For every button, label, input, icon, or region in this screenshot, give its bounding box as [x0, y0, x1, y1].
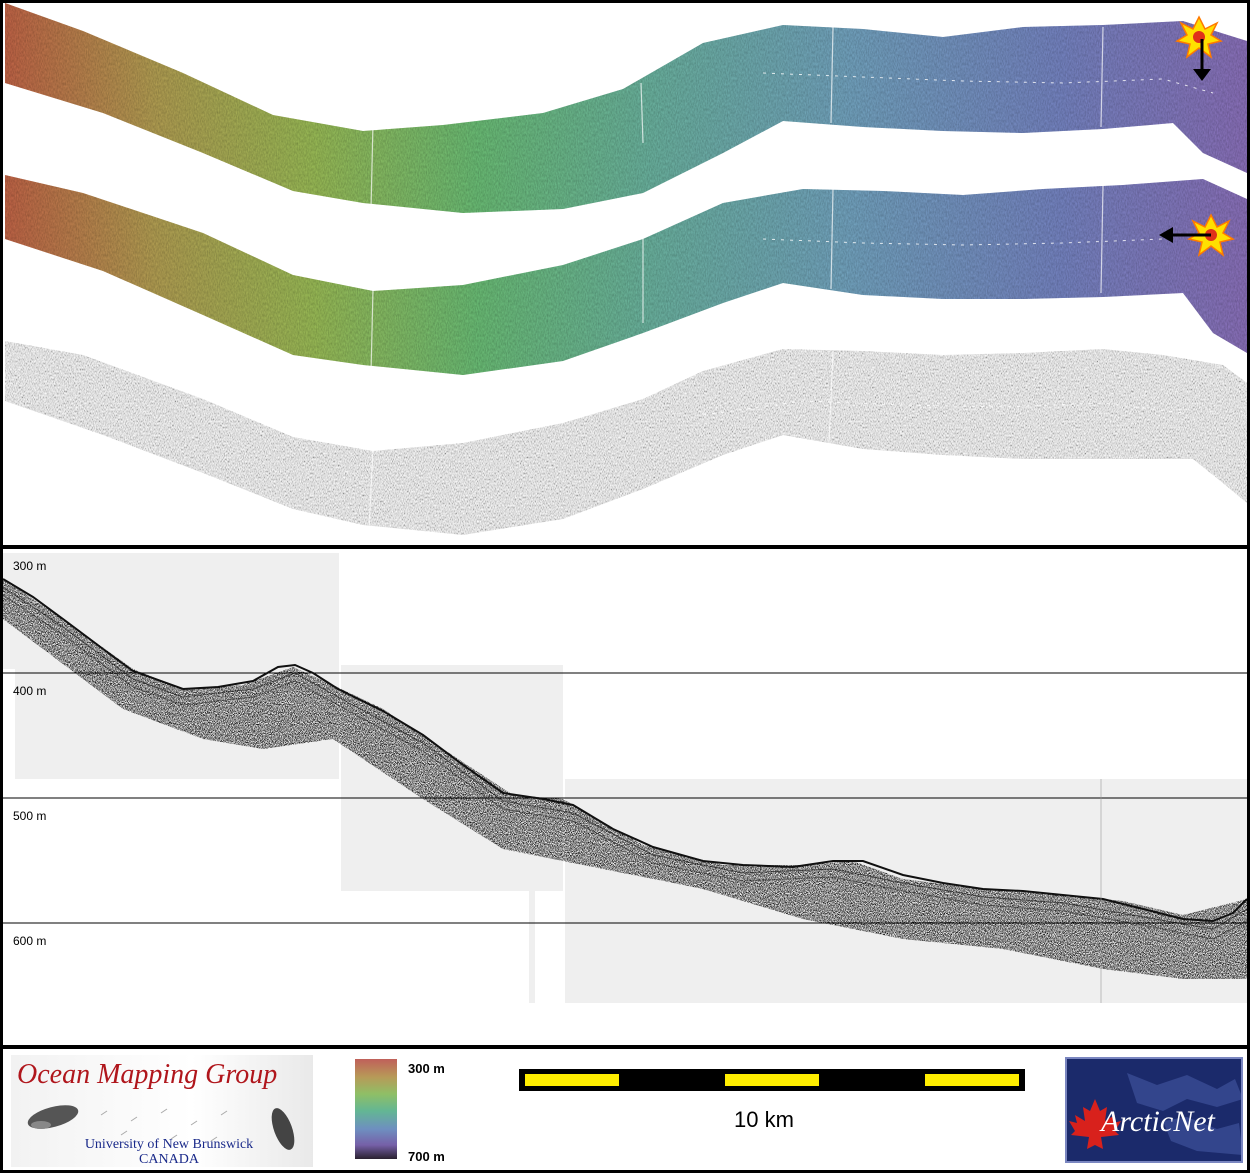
maple-leaf-icon: [1069, 1073, 1241, 1155]
swath-bathymetry-2: [5, 175, 1247, 375]
depth-colorbar: [355, 1059, 397, 1159]
swath-backscatter: [5, 341, 1247, 535]
legend-panel: Ocean Mapping Group University of New Br…: [0, 1046, 1250, 1173]
depth-label-500: 500 m: [13, 809, 47, 823]
swath-maps-svg: [5, 3, 1247, 535]
arcticnet-logo: ArcticNet: [1065, 1057, 1243, 1163]
ocean-mapping-university: University of New Brunswick: [84, 1137, 254, 1152]
arcticnet-logo-text: ArcticNet: [1101, 1105, 1215, 1138]
profile-subsurface: [3, 579, 1247, 979]
colorbar-bottom-label: 700 m: [408, 1149, 445, 1164]
scale-bar-segment: [725, 1074, 819, 1086]
depth-label-400: 400 m: [13, 684, 47, 698]
nadir-lines: [702, 72, 1214, 416]
survey-seams: [368, 26, 1104, 530]
colorbar-top-label: 300 m: [408, 1061, 445, 1076]
depth-label-300: 300 m: [13, 559, 47, 573]
seafloor-reflector: [3, 578, 1247, 940]
seafloor-illustration-icon: [27, 1105, 295, 1150]
swath-bathymetry-1: [5, 3, 1247, 213]
scale-bar-segment: [525, 1074, 619, 1086]
scale-bar: [519, 1069, 1025, 1091]
arrow-down-icon: [1193, 39, 1211, 81]
ocean-mapping-title: Ocean Mapping Group: [17, 1059, 278, 1090]
arrow-left-icon: [1159, 227, 1211, 243]
ocean-mapping-country: CANADA: [139, 1152, 199, 1167]
subbottom-profile-panel: 300 m 400 m 500 m 600 m: [0, 546, 1250, 1048]
scale-bar-segment: [925, 1074, 1019, 1086]
profile-svg: [3, 553, 1247, 1003]
depth-label-600: 600 m: [13, 934, 47, 948]
swath-map-panel: [0, 0, 1250, 548]
scale-bar-label: 10 km: [734, 1107, 794, 1132]
ocean-mapping-group-logo: Ocean Mapping Group University of New Br…: [11, 1055, 313, 1167]
